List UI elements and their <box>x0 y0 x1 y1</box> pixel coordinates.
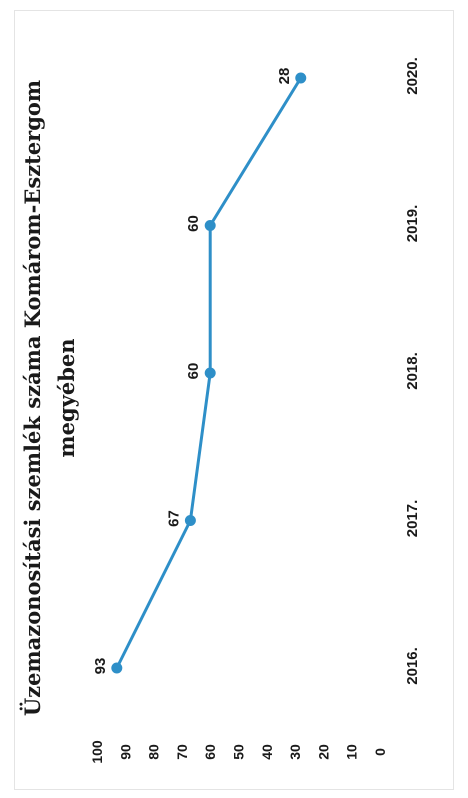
y-tick-label: 0 <box>372 748 388 756</box>
y-tick-label: 70 <box>174 744 190 760</box>
x-category-label: 2017. <box>404 500 421 538</box>
chart-title-group: Üzemazonosítási szemlék száma Komárom-Es… <box>20 80 79 716</box>
data-label: 60 <box>185 215 202 232</box>
y-tick-label: 90 <box>117 744 133 760</box>
data-label: 28 <box>276 68 293 85</box>
data-label: 67 <box>165 510 182 527</box>
data-point <box>204 367 216 379</box>
data-point <box>184 515 196 526</box>
y-tick-label: 40 <box>259 744 275 760</box>
data-point <box>111 662 123 674</box>
chart-frame <box>14 10 454 790</box>
data-label: 60 <box>185 363 202 380</box>
chart-title: Üzemazonosítási szemlék száma Komárom-Es… <box>20 80 45 716</box>
y-axis-ticks: 0 10 20 30 40 50 60 70 80 90 100 <box>89 740 388 764</box>
y-tick-label: 10 <box>344 744 360 760</box>
x-category-label: 2016. <box>404 647 421 685</box>
x-category-label: 2019. <box>404 205 421 243</box>
x-category-label: 2018. <box>404 352 421 390</box>
chart-subtitle: megyében <box>54 338 79 457</box>
data-label: 93 <box>92 658 109 675</box>
x-category-label: 2020. <box>404 57 421 95</box>
y-tick-label: 30 <box>287 744 303 760</box>
y-tick-label: 100 <box>89 740 105 764</box>
x-axis-categories: 2016. 2017. 2018. 2019. 2020. <box>404 57 421 685</box>
series-layer <box>111 72 307 674</box>
data-labels: 93 67 60 60 28 <box>92 68 293 675</box>
y-tick-label: 60 <box>202 744 218 760</box>
data-point <box>295 72 307 84</box>
y-tick-label: 50 <box>231 744 247 760</box>
y-tick-label: 80 <box>146 744 162 760</box>
y-tick-label: 20 <box>315 744 331 760</box>
data-point <box>204 220 216 231</box>
